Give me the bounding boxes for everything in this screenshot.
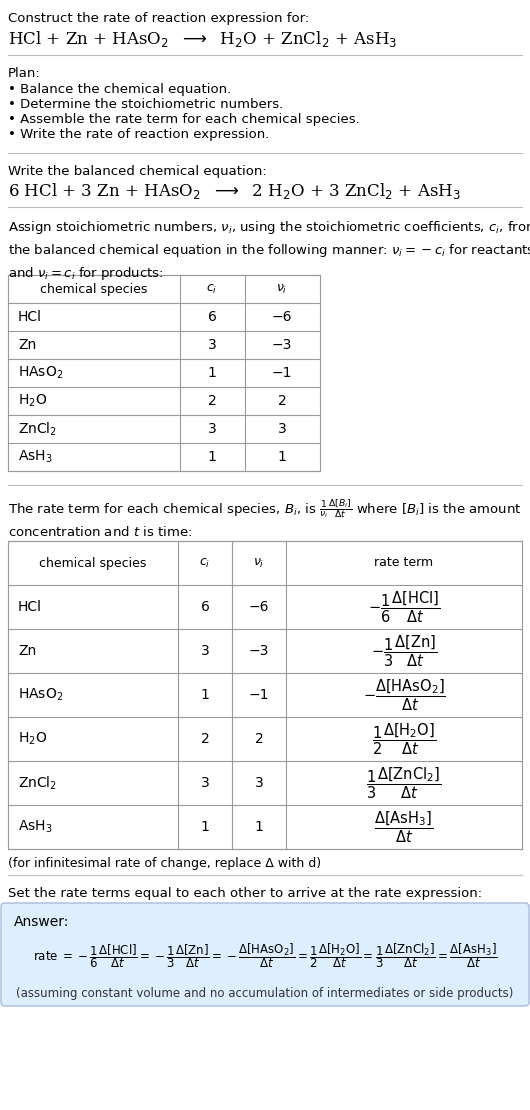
Text: HCl + Zn + HAsO$_2$  $\longrightarrow$  H$_2$O + ZnCl$_2$ + AsH$_3$: HCl + Zn + HAsO$_2$ $\longrightarrow$ H$… bbox=[8, 29, 398, 49]
Text: −1: −1 bbox=[249, 688, 269, 702]
Text: HCl: HCl bbox=[18, 310, 42, 324]
Text: 2: 2 bbox=[278, 394, 286, 408]
Text: 3: 3 bbox=[254, 776, 263, 790]
Text: Plan:: Plan: bbox=[8, 67, 41, 80]
Text: HAsO$_2$: HAsO$_2$ bbox=[18, 365, 64, 381]
Text: • Determine the stoichiometric numbers.: • Determine the stoichiometric numbers. bbox=[8, 98, 283, 111]
Text: ZnCl$_2$: ZnCl$_2$ bbox=[18, 775, 57, 791]
Text: HCl: HCl bbox=[18, 601, 42, 614]
Text: $\nu_i$: $\nu_i$ bbox=[276, 282, 288, 295]
Text: H$_2$O: H$_2$O bbox=[18, 730, 47, 747]
Text: −6: −6 bbox=[249, 601, 269, 614]
Text: 3: 3 bbox=[201, 776, 209, 790]
Text: (assuming constant volume and no accumulation of intermediates or side products): (assuming constant volume and no accumul… bbox=[16, 987, 514, 1000]
Text: 1: 1 bbox=[200, 820, 209, 834]
Text: 6: 6 bbox=[200, 601, 209, 614]
Text: chemical species: chemical species bbox=[39, 556, 147, 569]
Text: H$_2$O: H$_2$O bbox=[18, 393, 47, 410]
Text: 6 HCl + 3 Zn + HAsO$_2$  $\longrightarrow$  2 H$_2$O + 3 ZnCl$_2$ + AsH$_3$: 6 HCl + 3 Zn + HAsO$_2$ $\longrightarrow… bbox=[8, 181, 461, 201]
Text: 2: 2 bbox=[254, 731, 263, 746]
Text: Zn: Zn bbox=[18, 339, 36, 352]
Text: $-\dfrac{1}{3}\dfrac{\Delta[\mathrm{Zn}]}{\Delta t}$: $-\dfrac{1}{3}\dfrac{\Delta[\mathrm{Zn}]… bbox=[371, 633, 437, 669]
Text: The rate term for each chemical species, $B_i$, is $\frac{1}{\nu_i}\frac{\Delta[: The rate term for each chemical species,… bbox=[8, 497, 522, 539]
Bar bbox=[8, 275, 320, 471]
Text: $c_i$: $c_i$ bbox=[199, 556, 210, 569]
Text: $-\dfrac{\Delta[\mathrm{HAsO_2}]}{\Delta t}$: $-\dfrac{\Delta[\mathrm{HAsO_2}]}{\Delta… bbox=[363, 677, 445, 713]
Text: AsH$_3$: AsH$_3$ bbox=[18, 448, 52, 465]
Text: Set the rate terms equal to each other to arrive at the rate expression:: Set the rate terms equal to each other t… bbox=[8, 887, 482, 900]
Text: 3: 3 bbox=[278, 422, 286, 436]
Text: AsH$_3$: AsH$_3$ bbox=[18, 819, 52, 835]
Text: HAsO$_2$: HAsO$_2$ bbox=[18, 687, 64, 704]
Text: Zn: Zn bbox=[18, 644, 36, 658]
Text: $\dfrac{1}{3}\dfrac{\Delta[\mathrm{ZnCl_2}]}{\Delta t}$: $\dfrac{1}{3}\dfrac{\Delta[\mathrm{ZnCl_… bbox=[366, 765, 441, 800]
Text: 1: 1 bbox=[278, 450, 286, 464]
Text: 1: 1 bbox=[254, 820, 263, 834]
Text: $\dfrac{1}{2}\dfrac{\Delta[\mathrm{H_2O}]}{\Delta t}$: $\dfrac{1}{2}\dfrac{\Delta[\mathrm{H_2O}… bbox=[372, 722, 436, 757]
Text: −6: −6 bbox=[272, 310, 292, 324]
Text: • Balance the chemical equation.: • Balance the chemical equation. bbox=[8, 83, 231, 95]
FancyBboxPatch shape bbox=[1, 904, 529, 1006]
Text: Construct the rate of reaction expression for:: Construct the rate of reaction expressio… bbox=[8, 12, 309, 26]
Text: Write the balanced chemical equation:: Write the balanced chemical equation: bbox=[8, 165, 267, 178]
Text: 2: 2 bbox=[208, 394, 216, 408]
Text: • Assemble the rate term for each chemical species.: • Assemble the rate term for each chemic… bbox=[8, 113, 360, 127]
Text: 1: 1 bbox=[208, 366, 216, 380]
Text: rate $= -\dfrac{1}{6}\dfrac{\Delta[\mathrm{HCl}]}{\Delta t}= -\dfrac{1}{3}\dfrac: rate $= -\dfrac{1}{6}\dfrac{\Delta[\math… bbox=[33, 941, 497, 970]
Bar bbox=[8, 541, 522, 849]
Text: rate term: rate term bbox=[374, 556, 434, 569]
Text: 1: 1 bbox=[200, 688, 209, 702]
Text: −1: −1 bbox=[272, 366, 292, 380]
Text: 3: 3 bbox=[208, 422, 216, 436]
Text: −3: −3 bbox=[249, 644, 269, 658]
Text: 2: 2 bbox=[201, 731, 209, 746]
Text: 3: 3 bbox=[201, 644, 209, 658]
Text: $\dfrac{\Delta[\mathrm{AsH_3}]}{\Delta t}$: $\dfrac{\Delta[\mathrm{AsH_3}]}{\Delta t… bbox=[374, 809, 434, 845]
Text: ZnCl$_2$: ZnCl$_2$ bbox=[18, 421, 57, 437]
Text: $-\dfrac{1}{6}\dfrac{\Delta[\mathrm{HCl}]}{\Delta t}$: $-\dfrac{1}{6}\dfrac{\Delta[\mathrm{HCl}… bbox=[368, 589, 440, 625]
Text: (for infinitesimal rate of change, replace Δ with d): (for infinitesimal rate of change, repla… bbox=[8, 857, 321, 870]
Text: −3: −3 bbox=[272, 339, 292, 352]
Text: • Write the rate of reaction expression.: • Write the rate of reaction expression. bbox=[8, 128, 269, 141]
Text: chemical species: chemical species bbox=[40, 283, 148, 295]
Text: 1: 1 bbox=[208, 450, 216, 464]
Text: 3: 3 bbox=[208, 339, 216, 352]
Text: Assign stoichiometric numbers, $\nu_i$, using the stoichiometric coefficients, $: Assign stoichiometric numbers, $\nu_i$, … bbox=[8, 219, 530, 282]
Text: $c_i$: $c_i$ bbox=[206, 282, 218, 295]
Text: 6: 6 bbox=[208, 310, 216, 324]
Text: $\nu_i$: $\nu_i$ bbox=[253, 556, 264, 569]
Text: Answer:: Answer: bbox=[14, 915, 69, 929]
